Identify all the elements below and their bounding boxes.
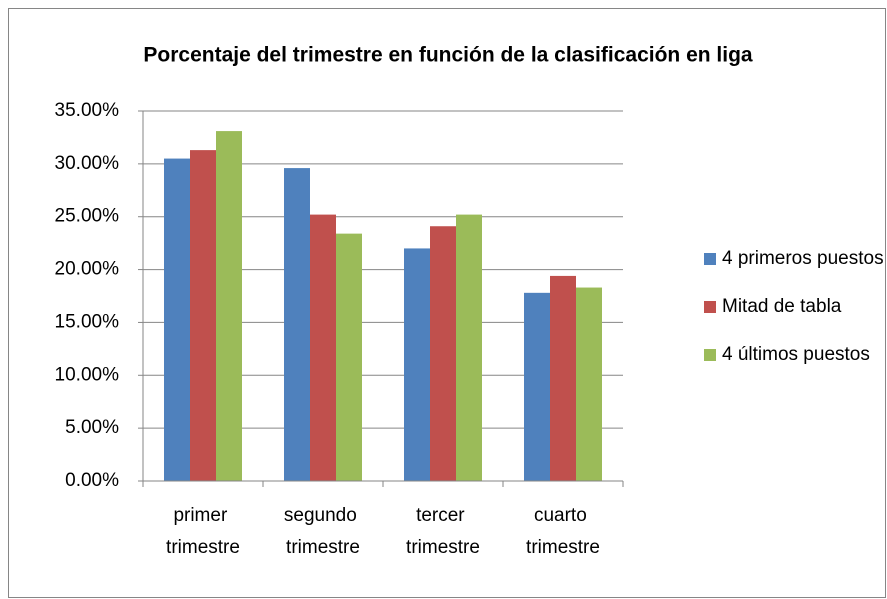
legend-label: 4 últimos puestos <box>722 344 870 365</box>
y-tick-label: 0.00% <box>65 470 119 491</box>
legend-swatch <box>704 349 716 361</box>
y-tick-label: 5.00% <box>65 417 119 438</box>
legend-swatch <box>704 253 716 265</box>
chart-title: Porcentaje del trimestre en función de l… <box>143 44 753 67</box>
bar <box>216 131 242 482</box>
y-tick-label: 30.00% <box>55 153 120 174</box>
bar <box>576 287 602 481</box>
y-tick-label: 10.00% <box>55 364 120 385</box>
bar <box>164 158 190 482</box>
bar <box>404 248 430 481</box>
y-tick-label: 20.00% <box>55 259 120 280</box>
y-tick-label: 15.00% <box>55 311 120 332</box>
bar <box>284 168 310 482</box>
legend-swatch <box>704 301 716 313</box>
x-tick-label: tercer trimestre <box>406 505 480 558</box>
bar <box>550 275 576 481</box>
legend-label: Mitad de tabla <box>722 296 842 317</box>
bar <box>336 233 362 481</box>
legend-label: 4 primeros puestos <box>722 248 884 269</box>
bar <box>524 292 550 481</box>
bar <box>456 214 482 481</box>
bar <box>310 214 336 481</box>
bar <box>430 226 456 481</box>
bar <box>190 150 216 481</box>
y-tick-label: 25.00% <box>55 206 120 227</box>
x-tick-label: primer trimestre <box>166 505 240 558</box>
x-tick-label: segundo trimestre <box>284 505 362 558</box>
y-tick-label: 35.00% <box>55 100 120 121</box>
x-tick-label: cuarto trimestre <box>526 505 600 558</box>
